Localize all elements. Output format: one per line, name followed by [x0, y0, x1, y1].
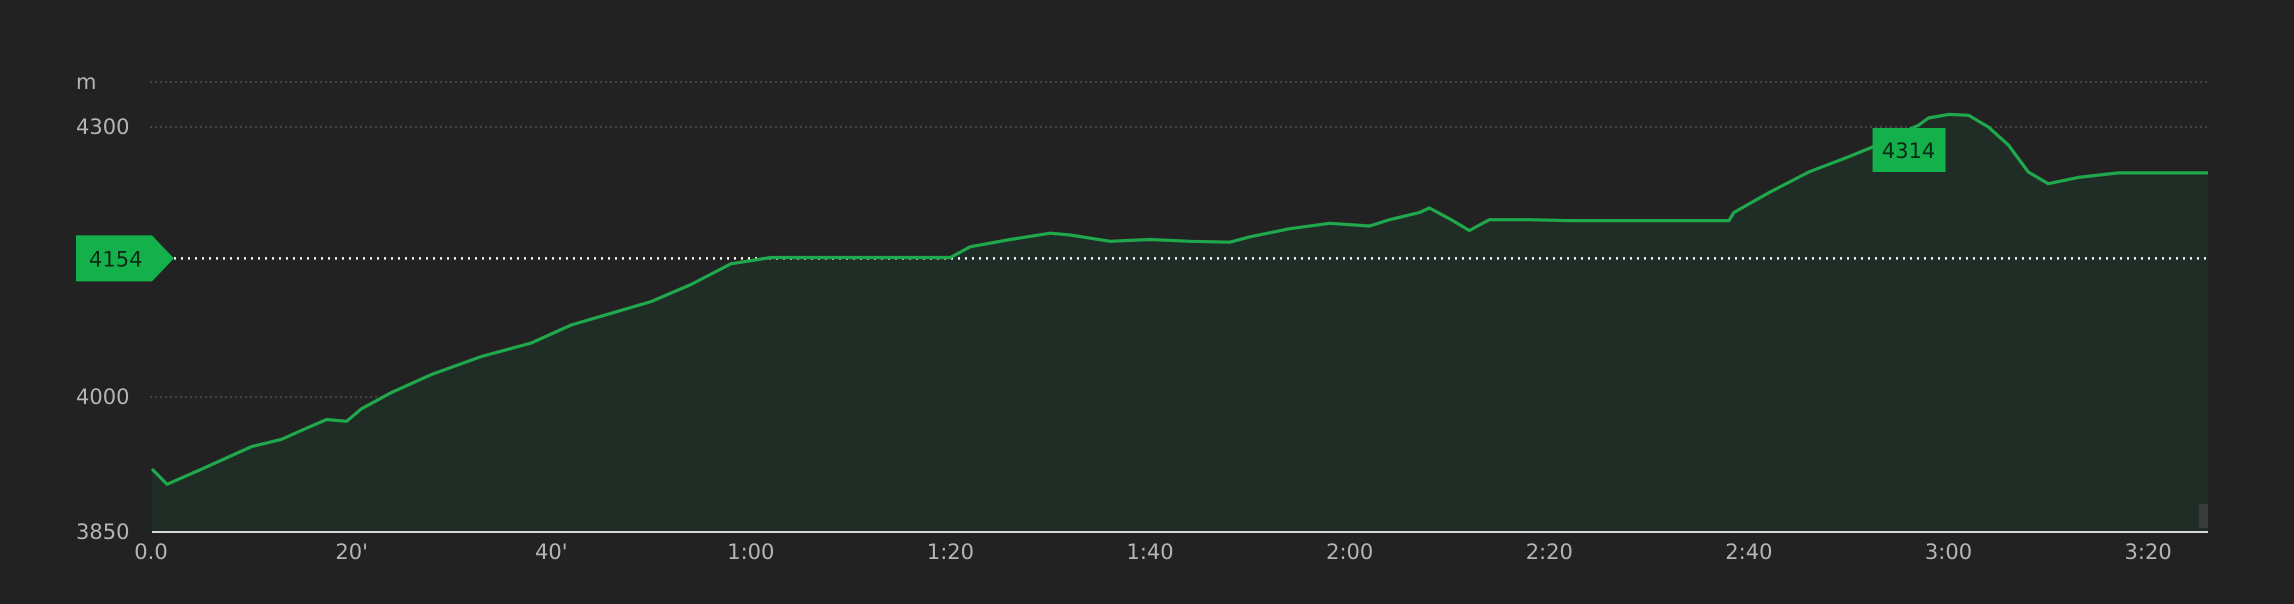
x-tick-label: 1:40	[1126, 540, 1173, 564]
y-tick-label: 4300	[76, 115, 129, 139]
scroll-handle[interactable]	[2199, 504, 2208, 528]
x-tick-label: 3:00	[1925, 540, 1972, 564]
x-tick-label: 20'	[335, 540, 368, 564]
current-elevation-badge: 4154	[76, 235, 174, 282]
elevation-area	[152, 114, 2208, 533]
max-elevation-value: 4314	[1882, 139, 1935, 163]
current-elevation-value: 4154	[89, 247, 142, 271]
x-tick-label: 1:20	[927, 540, 974, 564]
x-tick-label: 3:20	[2125, 540, 2172, 564]
x-axis-labels: 0.0 20' 40' 1:00 1:20 1:40 2:00 2:20 2:40 3:00 3:2…	[134, 540, 2171, 564]
y-unit-label: m	[76, 70, 96, 94]
current-badge-shape	[76, 235, 174, 282]
x-tick-label: 1:00	[727, 540, 774, 564]
elevation-line	[150, 112, 2208, 486]
x-tick-label: 2:00	[1326, 540, 1373, 564]
max-badge-shape	[1872, 128, 1946, 172]
x-tick-label: 2:40	[1725, 540, 1772, 564]
y-axis-labels: m 4300 4000 3850	[76, 70, 129, 544]
x-tick-label: 0.0	[134, 540, 167, 564]
x-tick-label: 2:20	[1526, 540, 1573, 564]
x-tick-label: 40'	[535, 540, 568, 564]
y-tick-label: 4000	[76, 385, 129, 409]
y-tick-label: 3850	[76, 520, 129, 544]
max-elevation-badge: 4314	[1872, 128, 1946, 172]
